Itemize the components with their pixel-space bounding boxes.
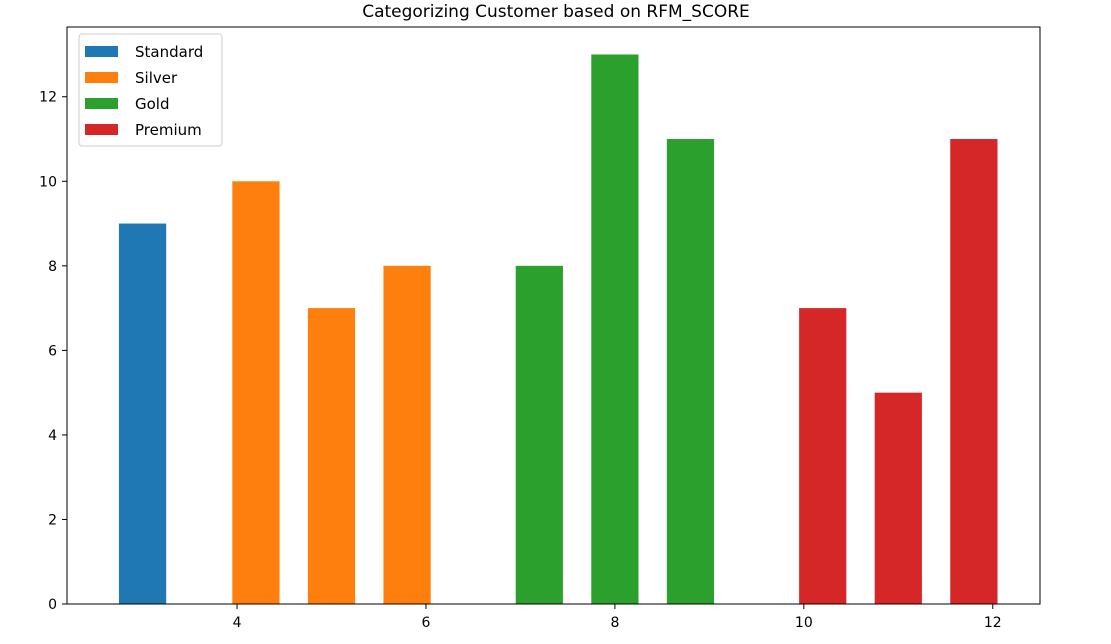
bar-premium-3 [950,139,998,604]
y-tick-label: 6 [48,343,57,359]
legend-swatch-premium [85,124,118,135]
legend-swatch-silver [85,72,118,83]
bars-layer [118,54,998,605]
bar-premium-2 [874,392,922,604]
chart-title: Categorizing Customer based on RFM_SCORE [362,2,750,22]
y-tick-label: 12 [39,90,57,106]
bar-silver-3 [383,265,431,604]
y-tick-label: 0 [48,597,57,613]
legend-label-standard: Standard [135,43,203,61]
legend-label-gold: Gold [135,95,170,113]
x-tick-label: 12 [984,615,1002,631]
y-tick-label: 2 [48,512,57,528]
bar-premium-1 [799,308,847,604]
legend-box [78,33,223,147]
y-tick-label: 4 [48,428,57,444]
y-tick-label: 8 [48,259,57,275]
legend-label-silver: Silver [135,69,178,87]
legend: Standard Silver Gold Premium [78,33,223,147]
legend-swatch-standard [85,46,118,57]
bar-silver-2 [307,308,356,604]
x-axis: 4 6 8 10 12 [233,604,1002,631]
y-tick-label: 10 [39,174,57,190]
bar-standard-1 [118,223,167,604]
bar-gold-1 [515,265,563,604]
legend-label-premium: Premium [135,121,202,139]
x-tick-label: 10 [795,615,813,631]
x-tick-label: 8 [610,615,619,631]
plot-frame [66,26,1041,605]
y-axis: 0 2 4 6 8 10 12 [39,90,67,613]
x-tick-label: 6 [422,615,431,631]
x-tick-label: 4 [233,615,242,631]
legend-swatch-gold [85,98,118,109]
bar-gold-3 [666,139,715,604]
bar-silver-1 [232,181,280,605]
bar-gold-2 [591,54,639,605]
